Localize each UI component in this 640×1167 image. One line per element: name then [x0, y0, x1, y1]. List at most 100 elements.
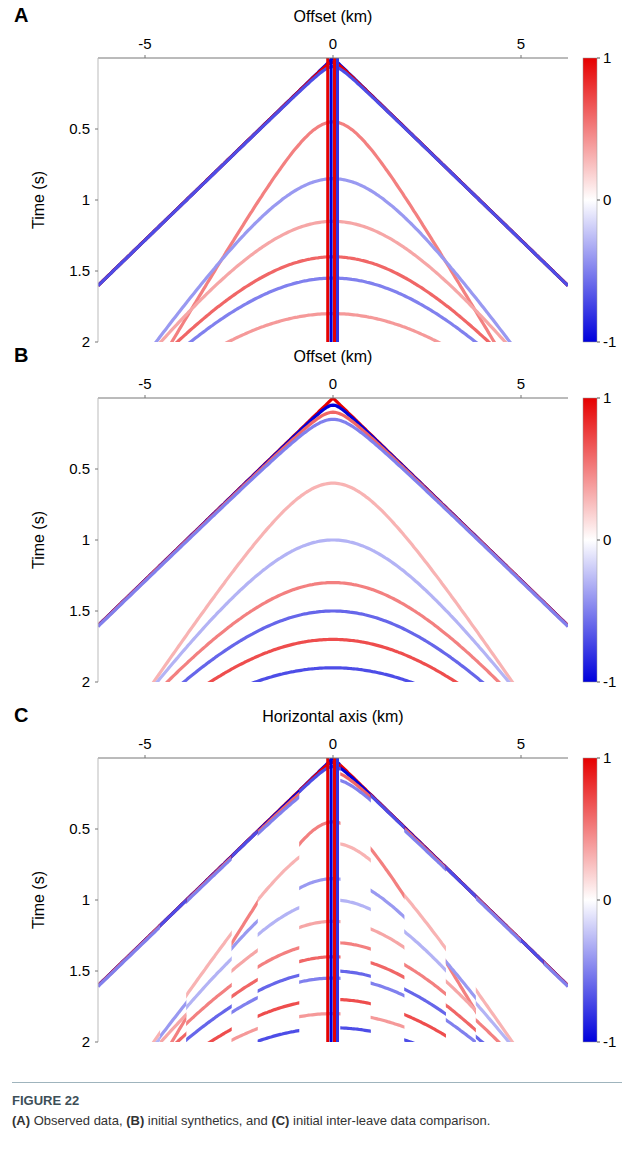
seismic-event: [160, 957, 186, 1042]
x-tick: [521, 55, 522, 58]
observed-strip: [446, 758, 476, 1042]
y-axis-title: Time (s): [30, 511, 47, 569]
seismic-event: [160, 921, 186, 1042]
strip-background: [160, 758, 186, 1042]
seismic-event: [98, 405, 568, 626]
y-tick-label: 1.5: [69, 962, 90, 979]
x-tick-label: 5: [517, 375, 525, 392]
colorbar-tick-label: 0: [603, 531, 611, 548]
near-offset-trace: [336, 58, 339, 342]
seismic-event: [521, 957, 544, 1042]
seismic-event: [446, 762, 476, 985]
colorbar-tick: [597, 540, 600, 541]
seismic-event: [521, 879, 544, 1042]
seismic-event: [98, 412, 568, 626]
colorbar-tick: [597, 900, 600, 901]
colorbar-tick-label: -1: [603, 1033, 616, 1050]
seismic-event: [160, 822, 186, 1042]
colorbar: [583, 758, 597, 1042]
near-offset-trace: [333, 58, 336, 342]
colorbar-tick-label: -1: [603, 673, 616, 690]
near-offset-trace: [330, 58, 333, 342]
y-tick-label: 0.5: [69, 820, 90, 837]
colorbar-tick: [597, 58, 600, 59]
colorbar-tick-label: 1: [603, 749, 611, 766]
y-tick: [95, 469, 98, 470]
figure-label: FIGURE 22: [12, 1092, 612, 1110]
caption-part: (A): [12, 1113, 30, 1128]
x-tick-label: -5: [138, 735, 151, 752]
colorbar-tick: [597, 1042, 600, 1043]
panel: AOffset (km)-5050.511.52Time (s)-101: [14, 4, 616, 466]
seismic-event: [371, 978, 405, 1042]
colorbar-tick-label: -1: [603, 333, 616, 350]
near-offset-trace: [330, 758, 333, 1042]
seismic-event: [521, 762, 544, 985]
x-tick: [145, 755, 146, 758]
seismic-event: [231, 822, 257, 1042]
observed-strip: [231, 758, 257, 1042]
y-tick: [95, 1042, 98, 1043]
seismic-event: [446, 978, 476, 1042]
y-axis-title: Time (s): [30, 171, 47, 229]
seismic-event: [521, 822, 544, 1042]
seismic-event: [98, 483, 568, 682]
y-tick-label: 0.5: [69, 120, 90, 137]
x-tick-label: 5: [517, 735, 525, 752]
strip-background: [446, 758, 476, 1042]
plot-area: [98, 398, 568, 682]
x-tick: [145, 55, 146, 58]
y-tick-label: 0.5: [69, 460, 90, 477]
seismic-event: [160, 978, 186, 1042]
colorbar-tick: [597, 398, 600, 399]
y-tick-label: 2: [82, 333, 90, 350]
colorbar-tick-label: 1: [603, 49, 611, 66]
seismic-event: [521, 921, 544, 1042]
x-tick: [521, 395, 522, 398]
panel: CHorizontal axis (km)-5050.511.52Time (s…: [14, 704, 616, 1078]
figure: AOffset (km)-5050.511.52Time (s)-101BOff…: [0, 0, 640, 1078]
x-tick-label: -5: [138, 375, 151, 392]
y-tick: [95, 611, 98, 612]
caption-part: initial synthetics, and: [144, 1113, 271, 1128]
colorbar: [583, 398, 597, 682]
y-tick: [95, 900, 98, 901]
observed-strip: [371, 758, 405, 1042]
x-tick: [333, 55, 334, 58]
caption-part: initial inter-leave data comparison.: [289, 1113, 490, 1128]
x-tick: [521, 755, 522, 758]
seismic-event: [371, 1014, 405, 1042]
near-offset-trace: [326, 758, 329, 1042]
near-offset-trace: [336, 758, 339, 1042]
y-tick-label: 1: [82, 531, 90, 548]
panel-letter: B: [14, 344, 28, 366]
observed-strip: [521, 758, 544, 1042]
seismic-event: [98, 668, 568, 682]
caption-part: (B): [126, 1113, 144, 1128]
x-tick-label: 0: [329, 35, 337, 52]
seismic-event: [160, 1014, 186, 1042]
seismic-event: [371, 822, 405, 1042]
seismic-event: [521, 758, 544, 986]
y-tick-label: 1.5: [69, 262, 90, 279]
plot-background: [98, 758, 568, 1042]
x-tick: [333, 755, 334, 758]
colorbar-tick-label: 1: [603, 389, 611, 406]
colorbar-tick: [597, 758, 600, 759]
plot-area: [98, 58, 568, 342]
seismic-event: [521, 978, 544, 1042]
y-tick: [95, 829, 98, 830]
seismic-event: [521, 1014, 544, 1042]
near-offset-trace: [326, 58, 329, 342]
seismic-event: [98, 611, 568, 682]
x-axis-title: Offset (km): [294, 8, 373, 25]
x-tick-label: -5: [138, 35, 151, 52]
caption: FIGURE 22(A) Observed data, (B) initial …: [12, 1092, 612, 1130]
panel-letter: C: [14, 704, 28, 726]
seismic-event: [446, 1014, 476, 1042]
seismic-event: [98, 398, 568, 626]
y-tick: [95, 971, 98, 972]
colorbar: [583, 58, 597, 342]
y-tick: [95, 682, 98, 683]
colorbar-tick: [597, 342, 600, 343]
